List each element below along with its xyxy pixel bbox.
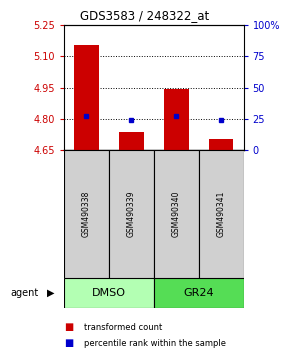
Bar	[74, 45, 99, 150]
Bar	[64, 150, 109, 278]
Text: GDS3583 / 248322_at: GDS3583 / 248322_at	[80, 10, 210, 22]
Text: ■: ■	[64, 338, 73, 348]
Text: GR24: GR24	[183, 288, 214, 298]
Text: ■: ■	[64, 322, 73, 332]
Text: ▶: ▶	[47, 288, 55, 298]
Text: DMSO: DMSO	[92, 288, 126, 298]
Bar	[199, 150, 244, 278]
Text: agent: agent	[10, 288, 38, 298]
Text: GSM490339: GSM490339	[127, 191, 136, 238]
Bar	[154, 278, 244, 308]
Bar	[209, 139, 233, 150]
Bar	[64, 278, 154, 308]
Text: percentile rank within the sample: percentile rank within the sample	[84, 339, 226, 348]
Bar	[119, 132, 144, 150]
Text: GSM490340: GSM490340	[172, 191, 181, 238]
Bar	[164, 88, 189, 150]
Bar	[154, 150, 199, 278]
Text: transformed count: transformed count	[84, 323, 162, 332]
Bar	[109, 150, 154, 278]
Text: GSM490341: GSM490341	[217, 191, 226, 238]
Text: GSM490338: GSM490338	[82, 191, 91, 238]
